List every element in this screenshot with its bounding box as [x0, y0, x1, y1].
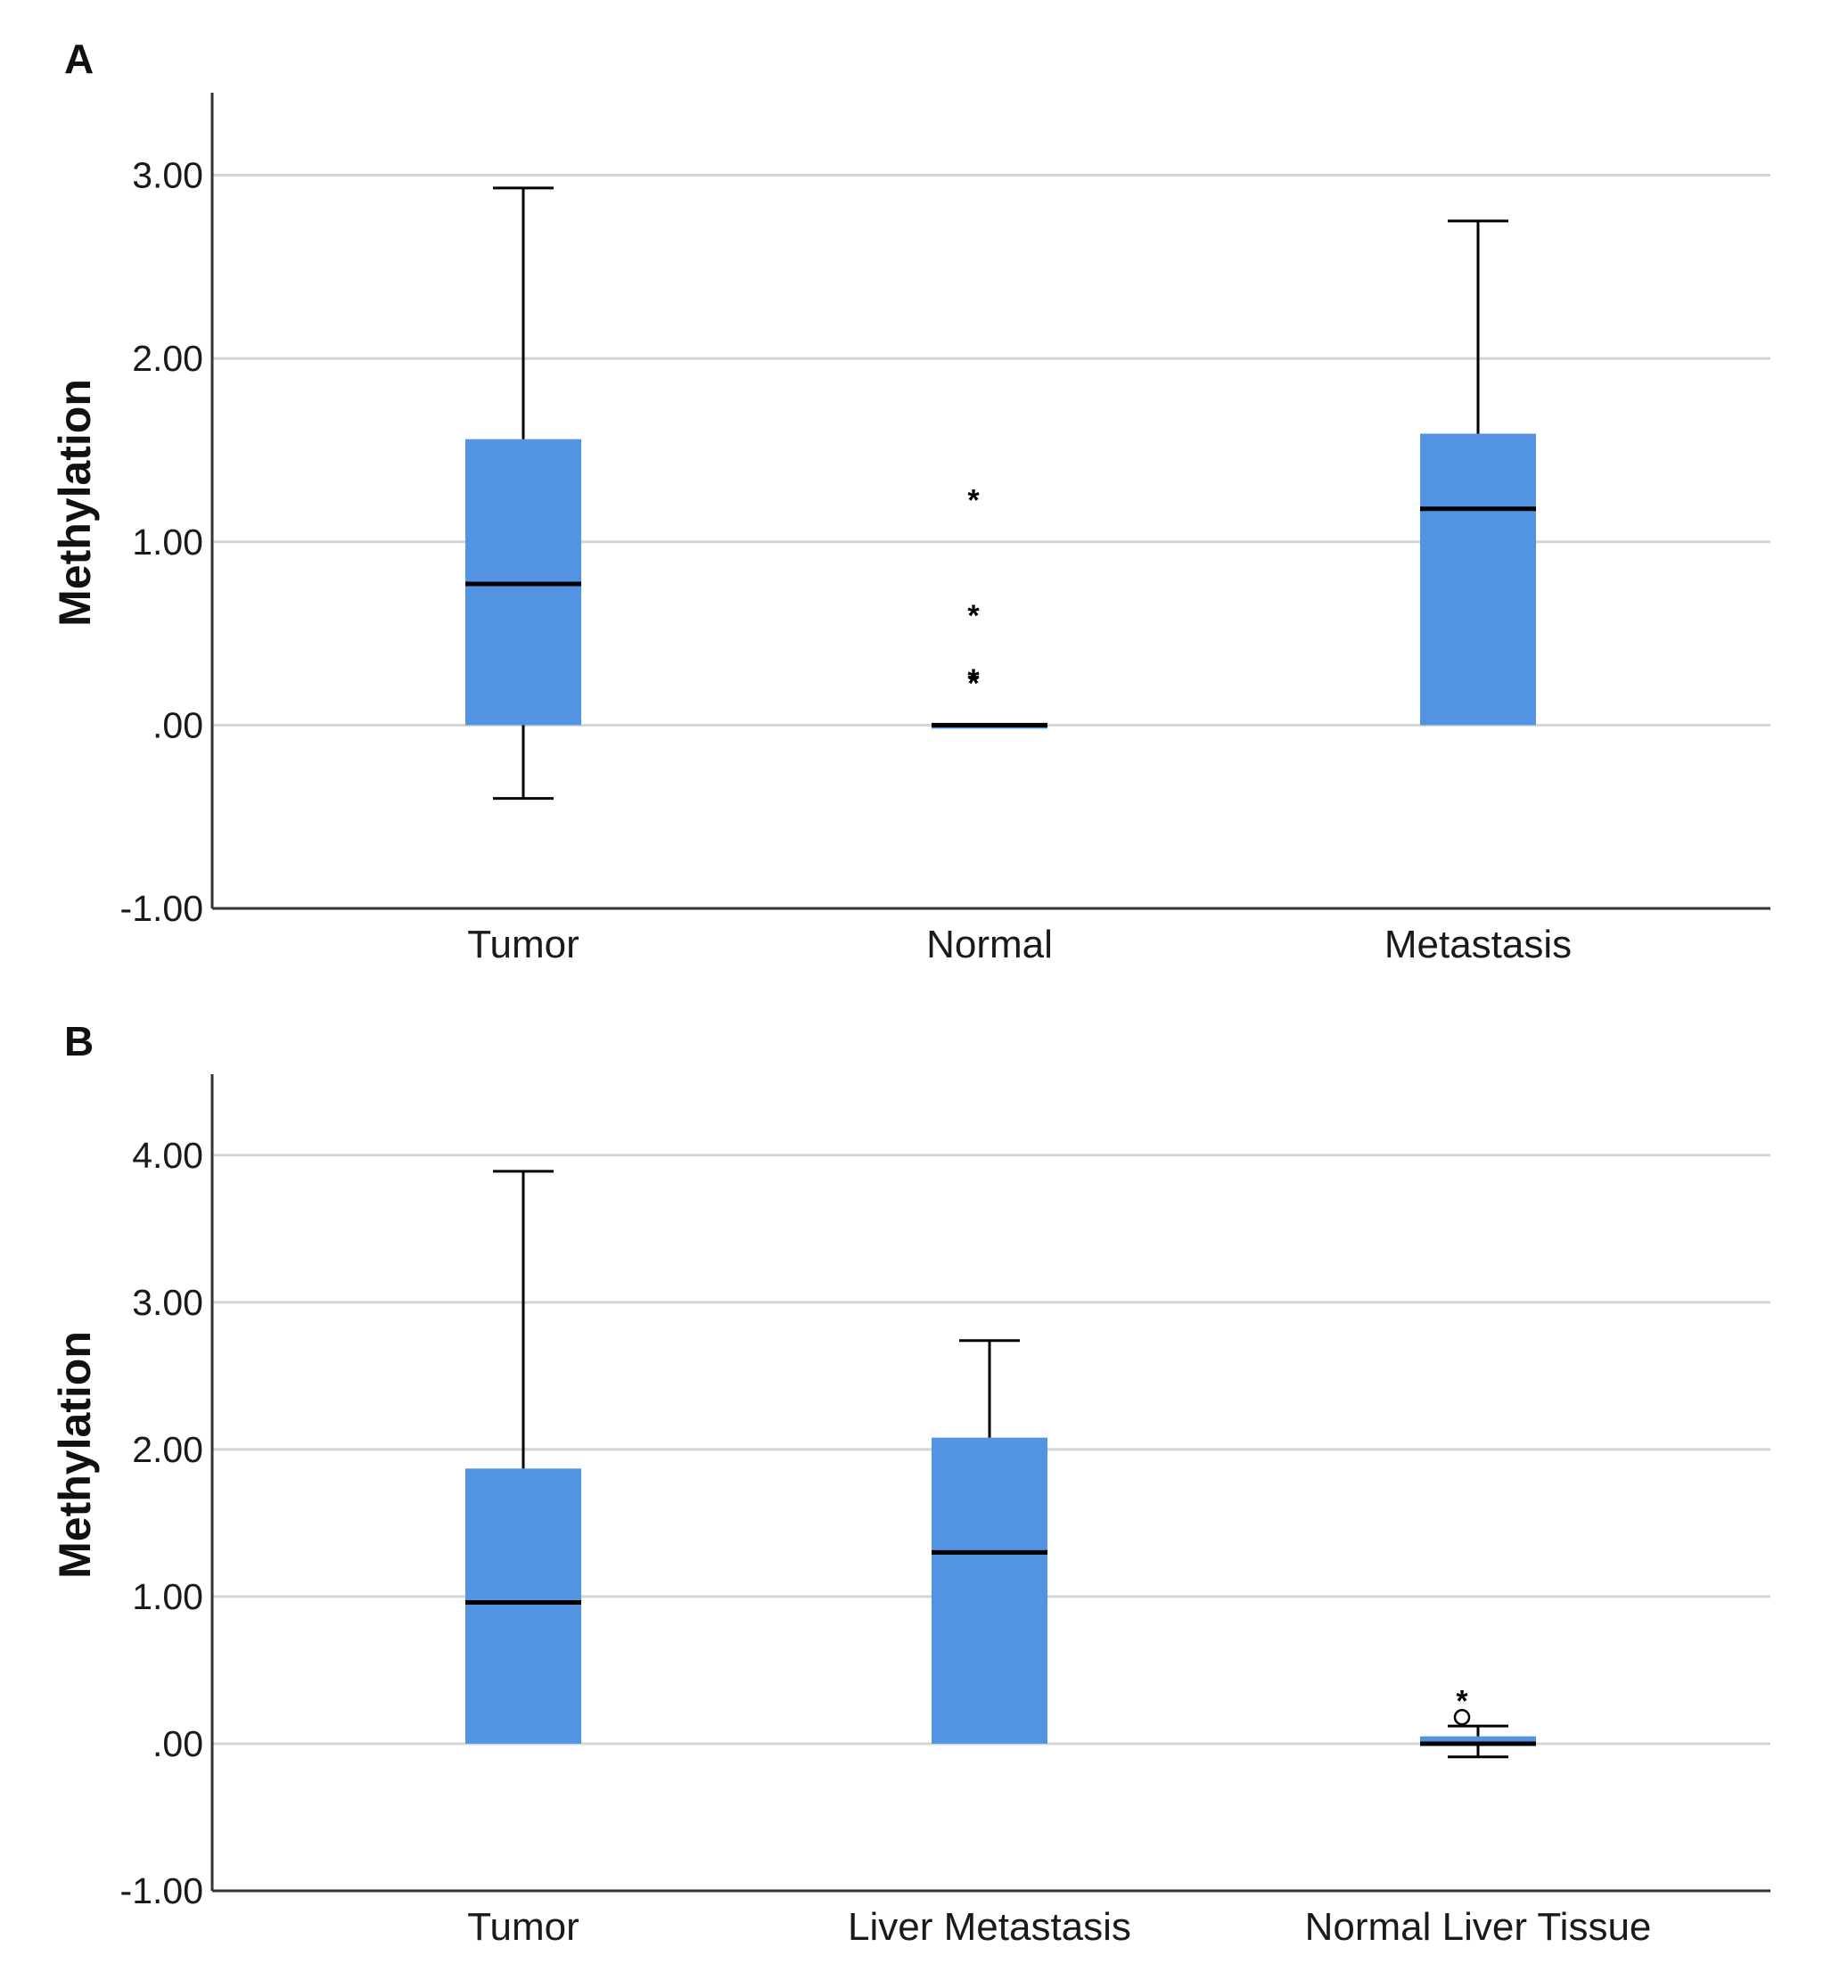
panel-a-box-group-tumor [465, 186, 581, 801]
panel-b: B Methylation -1.00 .00 1.00 2.00 3.00 4.00 Tu… [50, 1018, 1770, 1949]
panel-a-y-tick-label: -1.00 [120, 888, 203, 929]
iqr-box [1420, 433, 1536, 726]
panel-a-y-tick-label: 2.00 [132, 338, 203, 379]
panel-b-y-tick-label: -1.00 [120, 1870, 203, 1911]
extreme-point-marker: * [967, 663, 980, 697]
extreme-point-marker: * [967, 667, 980, 701]
outlier-point [1453, 1708, 1471, 1726]
panel-b-box-group-tumor [465, 1170, 581, 1744]
iqr-box [1420, 1736, 1536, 1744]
panel-a-y-axis-title: Methylation [50, 379, 100, 627]
panel-b-category-label: Liver Metastasis [848, 1905, 1131, 1949]
extreme-point-marker: * [967, 483, 980, 517]
panel-b-y-tick-label: 2.00 [132, 1429, 203, 1470]
panel-a-y-tick-label: 3.00 [132, 155, 203, 196]
panel-a-category-label: Normal [926, 923, 1053, 966]
panel-b-y-axis-title: Methylation [50, 1331, 100, 1579]
extreme-point-marker: * [967, 599, 980, 633]
panel-a-y-tick-label: 1.00 [132, 522, 203, 563]
panel-a-category-label: Metastasis [1384, 923, 1572, 966]
panel-b-box-group-liver-metastasis [932, 1339, 1047, 1744]
panel-b-y-tick-label: 3.00 [132, 1282, 203, 1323]
panel-b-label: B [64, 1018, 94, 1064]
panel-a-y-tick-label: .00 [152, 704, 203, 745]
panel-a-label: A [64, 36, 94, 82]
panel-a: A Methylation -1.00 .00 1.00 2.00 3.00 Tumor N… [50, 36, 1770, 966]
panel-b-y-tick-label: 4.00 [132, 1135, 203, 1176]
panel-b-category-label: Normal Liver Tissue [1305, 1905, 1652, 1949]
panel-a-category-label: Tumor [467, 923, 579, 966]
panel-b-y-tick-label: .00 [152, 1723, 203, 1764]
panel-b-category-label: Tumor [467, 1905, 579, 1949]
iqr-box [932, 1437, 1047, 1744]
iqr-box [465, 1468, 581, 1744]
panel-a-box-group-metastasis [1420, 219, 1536, 726]
extreme-point-marker: * [1456, 1684, 1468, 1718]
panel-a-box-group-normal: **** [932, 483, 1047, 729]
panel-b-y-tick-label: 1.00 [132, 1576, 203, 1617]
panel-b-box-group-normal-liver-tissue: * [1420, 1684, 1536, 1759]
